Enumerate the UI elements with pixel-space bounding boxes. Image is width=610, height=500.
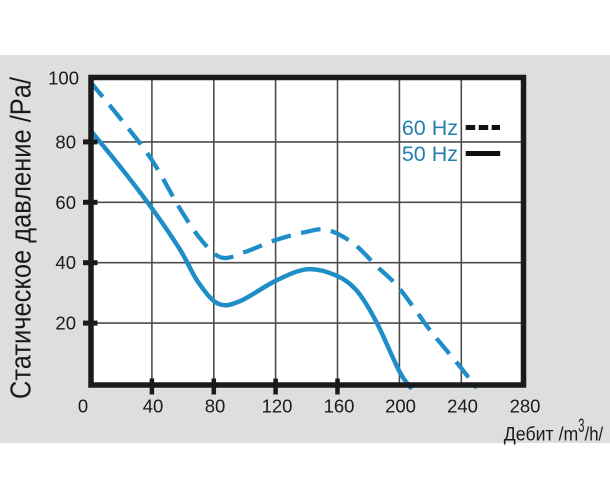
svg-text:3: 3 xyxy=(578,416,584,437)
svg-text:60 Hz: 60 Hz xyxy=(402,116,458,140)
svg-text:80: 80 xyxy=(205,396,226,417)
svg-text:280: 280 xyxy=(510,396,541,417)
svg-text:80: 80 xyxy=(55,131,76,152)
svg-text:0: 0 xyxy=(78,396,88,417)
svg-text:40: 40 xyxy=(143,396,164,417)
svg-text:Статическое давление /Pa/: Статическое давление /Pa/ xyxy=(6,76,38,399)
svg-text:240: 240 xyxy=(447,396,478,417)
svg-text:20: 20 xyxy=(55,313,76,334)
svg-text:50 Hz: 50 Hz xyxy=(402,142,458,166)
svg-text:100: 100 xyxy=(48,68,79,89)
svg-text:/h/: /h/ xyxy=(585,425,604,446)
svg-text:160: 160 xyxy=(324,396,355,417)
svg-text:Дебит /m: Дебит /m xyxy=(504,425,579,446)
svg-text:40: 40 xyxy=(55,252,76,273)
svg-text:120: 120 xyxy=(262,396,293,417)
svg-text:200: 200 xyxy=(385,396,416,417)
svg-text:60: 60 xyxy=(55,192,76,213)
